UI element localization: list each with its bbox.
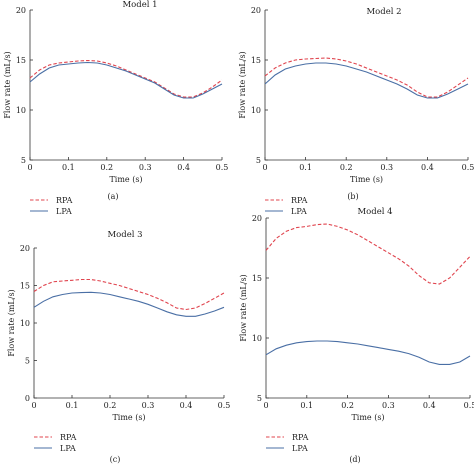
y-axis-label: Flow rate (mL/s) (239, 274, 248, 341)
x-tick-label: 0.1 (300, 401, 313, 410)
y-tick-label: 15 (20, 282, 30, 291)
chart-title: Model 1 (122, 0, 157, 10)
y-axis-label: Flow rate (mL/s) (238, 51, 247, 118)
legend: RPA LPA (265, 196, 308, 216)
x-tick-label: 0.2 (341, 401, 354, 410)
axis-lines (265, 218, 470, 399)
y-tick-label: 20 (16, 6, 26, 15)
series-line-rpa (29, 59, 223, 98)
axis-lines (29, 10, 222, 161)
x-tick-label: 0.1 (299, 163, 312, 172)
panel-caption: (c) (110, 455, 121, 464)
series-line-rpa (264, 57, 469, 98)
y-tick-label: 15 (16, 56, 26, 65)
series-line-rpa (265, 223, 471, 285)
x-tick-label: 0.4 (177, 163, 190, 172)
x-tick-label: 0.3 (380, 163, 393, 172)
y-axis-label: Flow rate (mL/s) (7, 289, 16, 356)
y-tick-label: 5 (257, 394, 262, 403)
x-tick-label: 0 (31, 401, 36, 410)
y-tick-label: 5 (21, 156, 26, 165)
series-line-lpa (265, 340, 471, 365)
legend-label: LPA (291, 207, 307, 216)
legend-label: LPA (292, 444, 308, 453)
x-tick-label: 0.5 (216, 163, 229, 172)
chart-panel-1: Model 1 0 0.1 0.2 0.3 0.4 0.5 5 10 15 20 Time (s) Fl… (3, 0, 228, 216)
legend-label: LPA (60, 444, 76, 453)
panel-caption: (b) (347, 192, 358, 201)
chart-panel-3: Model 3 0 0.1 0.2 0.3 0.4 0.5 0 5 10 15 20 Time (s) F… (7, 230, 230, 464)
legend: RPA LPA (30, 196, 73, 216)
x-tick-label: 0.3 (142, 401, 155, 410)
y-tick-label: 15 (251, 56, 261, 65)
x-tick-label: 0.2 (340, 163, 353, 172)
legend-label: RPA (292, 433, 309, 442)
panel-caption: (d) (349, 455, 360, 464)
chart-panel-4: Model 4 0 0.1 0.2 0.3 0.4 0.5 5 10 15 20 Time (s) Fl… (239, 207, 474, 464)
series-line-lpa (29, 61, 223, 99)
x-tick-label: 0 (263, 401, 268, 410)
legend-label: LPA (56, 207, 72, 216)
x-axis-label: Time (s) (350, 175, 383, 184)
y-tick-label: 5 (256, 156, 261, 165)
y-tick-label: 0 (25, 394, 30, 403)
y-tick-label: 10 (252, 334, 262, 343)
series-line-lpa (33, 291, 225, 317)
x-tick-label: 0.5 (218, 401, 231, 410)
legend-label: RPA (56, 196, 73, 205)
y-tick-label: 20 (252, 214, 262, 223)
panel-caption: (a) (107, 192, 118, 201)
x-axis-label: Time (s) (112, 413, 145, 422)
y-tick-label: 15 (252, 274, 262, 283)
x-tick-label: 0.1 (62, 163, 75, 172)
x-tick-label: 0.4 (180, 401, 193, 410)
y-tick-label: 10 (16, 106, 26, 115)
chart-panel-2: Model 2 0 0.1 0.2 0.3 0.4 0.5 5 10 15 20 Time (s) Fl… (238, 6, 474, 216)
y-axis-label: Flow rate (mL/s) (3, 51, 12, 118)
legend-label: RPA (291, 196, 308, 205)
y-tick-label: 5 (25, 357, 30, 366)
x-tick-label: 0.2 (100, 163, 113, 172)
axis-lines (264, 10, 468, 161)
x-tick-label: 0.5 (464, 401, 474, 410)
axis-lines (33, 248, 224, 399)
legend: RPA LPA (266, 433, 309, 453)
x-tick-label: 0.3 (382, 401, 395, 410)
x-tick-label: 0 (27, 163, 32, 172)
x-axis-label: Time (s) (109, 175, 142, 184)
y-tick-label: 10 (251, 106, 261, 115)
legend-label: RPA (60, 433, 77, 442)
y-tick-label: 10 (20, 319, 30, 328)
x-tick-label: 0 (262, 163, 267, 172)
x-tick-label: 0.2 (104, 401, 117, 410)
chart-title: Model 3 (107, 230, 142, 240)
y-tick-label: 20 (251, 6, 261, 15)
x-tick-label: 0.5 (462, 163, 474, 172)
x-tick-label: 0.3 (139, 163, 152, 172)
chart-title: Model 4 (357, 207, 392, 217)
x-tick-label: 0.4 (423, 401, 436, 410)
x-tick-label: 0.1 (66, 401, 79, 410)
x-tick-label: 0.4 (421, 163, 434, 172)
y-tick-label: 20 (20, 244, 30, 253)
x-axis-label: Time (s) (351, 413, 384, 422)
legend: RPA LPA (34, 433, 77, 453)
series-line-rpa (33, 278, 225, 311)
chart-title: Model 2 (366, 7, 401, 17)
series-line-lpa (264, 62, 469, 99)
